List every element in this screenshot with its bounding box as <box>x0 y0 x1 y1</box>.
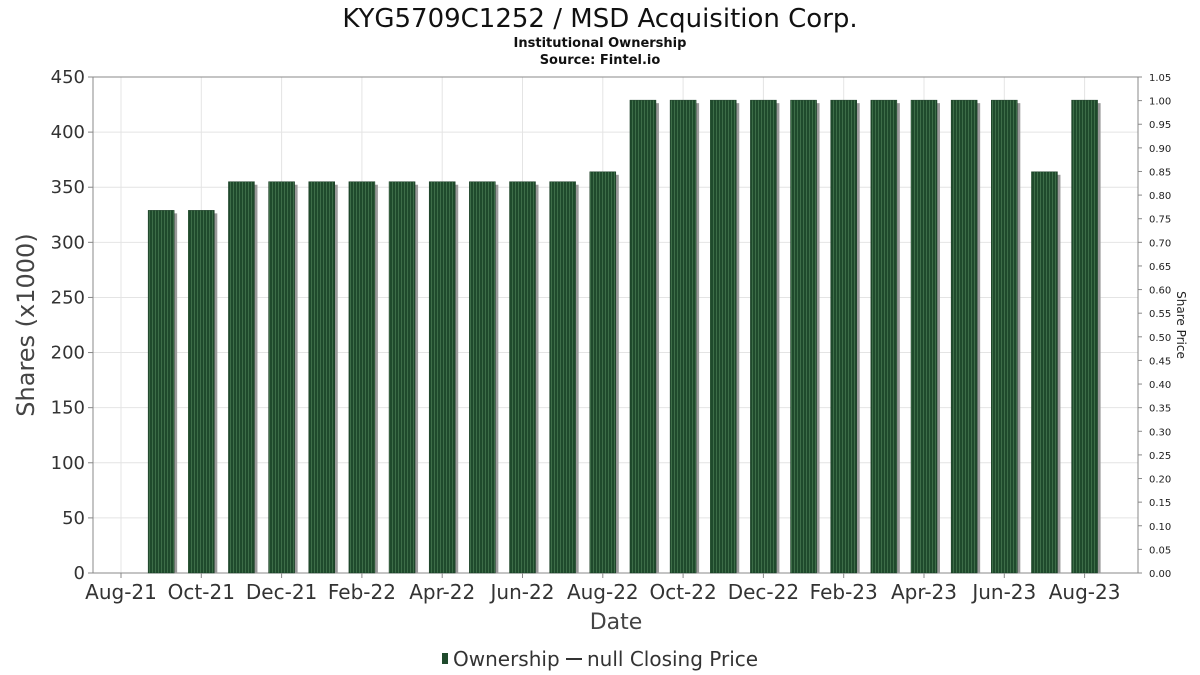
y2-tick-label-19: 0.95 <box>1149 120 1171 131</box>
y-tick-label-6: 300 <box>51 232 85 253</box>
bar-Nov-22 <box>710 99 737 574</box>
y-tick-label-5: 250 <box>51 287 85 308</box>
y2-tick-label-9: 0.45 <box>1149 356 1171 367</box>
chart-source: Source: Fintel.io <box>540 53 661 68</box>
y2-tick-label-21: 1.05 <box>1149 73 1171 84</box>
x-tick-label-0: Aug-21 <box>85 580 157 604</box>
bar-Mar-23 <box>870 99 898 574</box>
y2-tick-label-16: 0.80 <box>1149 191 1171 202</box>
bar-Jan-22 <box>308 181 335 574</box>
bar-Sep-21 <box>147 210 175 574</box>
x-tick-label-3: Feb-22 <box>328 580 396 604</box>
y2-tick-label-4: 0.20 <box>1149 475 1171 486</box>
bar-Jul-23 <box>1031 171 1058 574</box>
bar-Oct-21 <box>188 210 215 574</box>
bar-Jan-23 <box>790 99 817 574</box>
bar-Nov-21 <box>228 181 255 574</box>
chart-subtitle: Institutional Ownership <box>514 36 687 51</box>
x-tick-label-1: Oct-21 <box>168 580 235 604</box>
y2-tick-label-17: 0.85 <box>1149 167 1171 178</box>
bar-Dec-22 <box>750 99 777 574</box>
bar-Aug-23 <box>1071 99 1098 574</box>
y2-tick-label-15: 0.75 <box>1149 215 1171 226</box>
y-tick-label-9: 450 <box>51 67 85 88</box>
y2-tick-label-12: 0.60 <box>1149 286 1171 297</box>
bar-Oct-22 <box>669 99 697 574</box>
x-tick-label-4: Apr-22 <box>409 580 475 604</box>
bar-Jul-22 <box>549 181 576 574</box>
y2-tick-label-3: 0.15 <box>1149 498 1171 509</box>
y2-tick-label-20: 1.00 <box>1149 97 1171 108</box>
y2-tick-label-5: 0.25 <box>1149 451 1171 462</box>
y-axis-label: Shares (x1000) <box>12 233 40 416</box>
y2-tick-label-11: 0.55 <box>1149 309 1171 320</box>
bar-Apr-23 <box>910 99 938 574</box>
bar-Sep-22 <box>629 99 657 574</box>
x-tick-label-6: Aug-22 <box>567 580 639 604</box>
x-tick-label-7: Oct-22 <box>649 580 716 604</box>
y2-tick-label-13: 0.65 <box>1149 262 1171 273</box>
bar-Mar-22 <box>388 181 416 574</box>
y2-tick-label-2: 0.10 <box>1149 522 1171 533</box>
ownership-bars <box>147 99 1101 574</box>
x-tick-label-11: Jun-23 <box>970 580 1036 604</box>
y-tick-label-4: 200 <box>51 343 85 364</box>
bar-Feb-23 <box>830 99 857 574</box>
x-axis-ticks: Aug-21 Oct-21 Dec-21 Feb-22 Apr-22 Jun-22 Aug-… <box>85 573 1120 604</box>
chart-title: KYG5709C1252 / MSD Acquisition Corp. <box>342 4 857 34</box>
y-tick-label-2: 100 <box>51 453 85 474</box>
x-tick-label-5: Jun-22 <box>489 580 555 604</box>
bar-Dec-21 <box>268 181 295 574</box>
y2-tick-label-14: 0.70 <box>1149 238 1171 249</box>
y2-tick-label-8: 0.40 <box>1149 380 1171 391</box>
x-tick-label-9: Feb-23 <box>810 580 878 604</box>
y2-tick-label-10: 0.50 <box>1149 333 1171 344</box>
x-tick-label-12: Aug-23 <box>1049 580 1121 604</box>
legend-ownership-swatch <box>442 653 448 664</box>
y-axis-ticks: 0 50 100 150 200 250 300 350 400 450 <box>51 67 93 584</box>
legend-price-label: null Closing Price <box>587 647 758 671</box>
bar-Apr-22 <box>428 181 456 574</box>
y-tick-label-1: 50 <box>62 508 85 529</box>
bar-Jun-22 <box>509 181 536 574</box>
y2-tick-label-0: 0.00 <box>1149 569 1171 580</box>
x-axis-label: Date <box>590 610 643 635</box>
y2-axis-ticks: 0.00 0.05 0.10 0.15 0.20 0.25 0.30 0.35 0.40 0.45… <box>1138 73 1171 580</box>
y-tick-label-0: 0 <box>74 563 85 584</box>
y2-axis-label: Share Price <box>1174 291 1188 359</box>
y2-tick-label-18: 0.90 <box>1149 144 1171 155</box>
x-tick-label-8: Dec-22 <box>728 580 799 604</box>
bar-May-22 <box>469 181 496 574</box>
y2-tick-label-1: 0.05 <box>1149 545 1171 556</box>
y-tick-label-3: 150 <box>51 398 85 419</box>
legend-ownership-label: Ownership <box>453 647 560 671</box>
bar-May-23 <box>950 99 978 574</box>
bar-Jun-23 <box>991 99 1018 574</box>
bar-Feb-22 <box>348 181 376 574</box>
bar-Aug-22 <box>589 171 617 574</box>
y-tick-label-8: 400 <box>51 122 85 143</box>
y-tick-label-7: 350 <box>51 177 85 198</box>
x-tick-label-10: Apr-23 <box>891 580 957 604</box>
y2-tick-label-6: 0.30 <box>1149 427 1171 438</box>
legend: Ownership null Closing Price <box>442 647 758 671</box>
x-tick-label-2: Dec-21 <box>246 580 317 604</box>
y2-tick-label-7: 0.35 <box>1149 404 1171 415</box>
